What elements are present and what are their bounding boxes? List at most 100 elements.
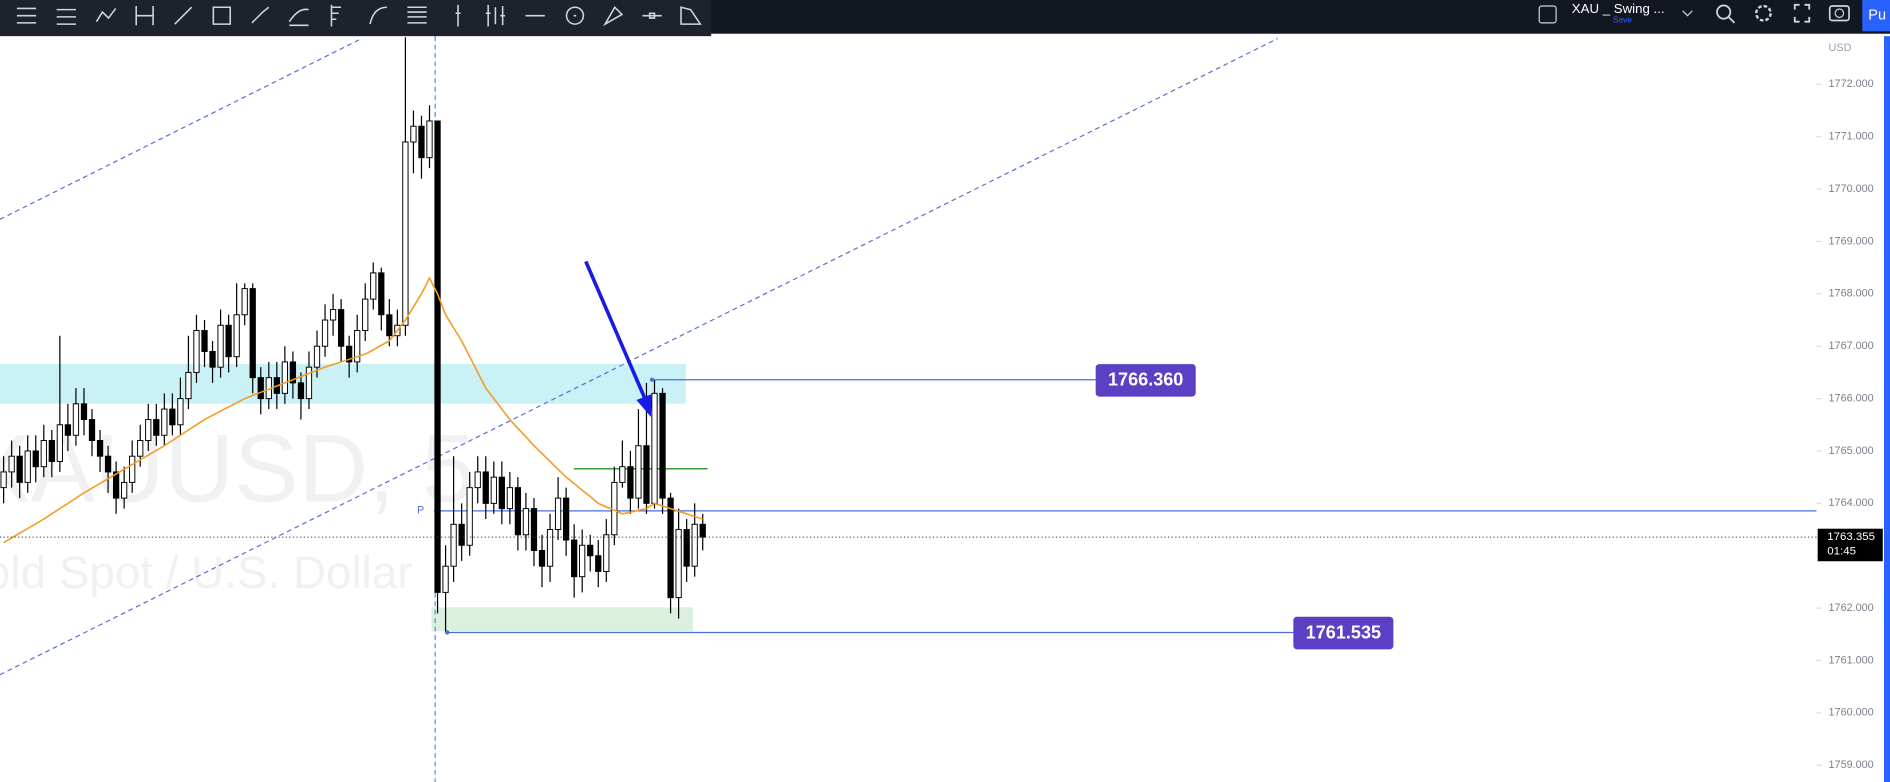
tool-icon[interactable] <box>16 7 37 24</box>
y-tick-label: 1767.000 <box>1829 340 1874 352</box>
candle-body <box>129 455 136 483</box>
candle-body <box>667 497 674 599</box>
tool-icon[interactable] <box>330 4 342 27</box>
settings-icon[interactable] <box>1755 4 1772 22</box>
candle-body <box>104 455 112 473</box>
candle-body <box>603 534 610 572</box>
candle-body <box>683 529 690 567</box>
candle-body <box>619 466 626 483</box>
candle-body <box>562 497 570 541</box>
candle-body <box>0 471 7 489</box>
y-tick-label: 1772.000 <box>1829 78 1874 90</box>
candle-body <box>177 398 184 426</box>
candle-body <box>418 125 425 159</box>
tool-icon[interactable] <box>288 8 309 27</box>
y-tick-label: 1765.000 <box>1829 445 1874 457</box>
fullscreen-icon[interactable] <box>1793 3 1811 23</box>
candle-body <box>571 539 578 578</box>
trend-line <box>0 38 1278 676</box>
candle-body <box>16 455 23 483</box>
candle-body <box>554 497 562 531</box>
screenshot-lens <box>1834 8 1845 19</box>
price-label: 1766.360 <box>1108 370 1183 390</box>
tool-icon[interactable] <box>455 4 461 27</box>
candle-body <box>434 120 441 593</box>
candle-body <box>410 125 417 143</box>
candle-body <box>153 419 160 436</box>
tool-icon[interactable] <box>680 6 702 25</box>
y-tick-label: 1762.000 <box>1829 602 1874 614</box>
price-label-box <box>1095 364 1196 397</box>
data-layer <box>0 37 706 633</box>
candle-body <box>32 450 39 468</box>
search-icon-handle <box>1727 16 1736 24</box>
layout-name[interactable]: XAU _ Swing ... <box>1572 1 1665 16</box>
drawing-toolbar <box>0 0 712 37</box>
publish-button[interactable] <box>1862 0 1890 32</box>
y-tick-label: 1759.000 <box>1829 759 1874 771</box>
candle-body <box>297 382 305 400</box>
watermark-symbol: XAUUSD, 5 <box>0 415 475 522</box>
candle-body <box>72 403 80 436</box>
save-status[interactable]: Save <box>1613 15 1633 25</box>
y-tick-label: 1770.000 <box>1829 183 1874 195</box>
candle-body <box>362 298 369 331</box>
candle-body <box>337 309 345 347</box>
candle-body <box>498 476 505 510</box>
candle-body <box>587 544 594 557</box>
price-label: 1761.535 <box>1306 622 1381 642</box>
tool-icon[interactable] <box>485 4 506 27</box>
publish-label[interactable]: Pu <box>1868 7 1886 23</box>
tool-icon[interactable] <box>251 6 270 24</box>
y-tick-label: 1768.000 <box>1829 288 1874 300</box>
tool-icon[interactable] <box>95 7 117 23</box>
candle-body <box>241 288 248 316</box>
candle-body <box>8 455 15 473</box>
tool-icon[interactable] <box>565 6 585 25</box>
tool-icon[interactable] <box>369 6 387 25</box>
candle-body <box>466 487 473 546</box>
tool-icon[interactable] <box>174 6 193 25</box>
candle-body <box>514 487 522 536</box>
candle-body <box>490 476 497 504</box>
candle-body <box>48 440 55 462</box>
tool-icon[interactable] <box>642 12 662 19</box>
candle-body <box>538 550 546 567</box>
candle-body <box>370 272 377 300</box>
candle-body <box>137 440 144 457</box>
candle-body <box>675 529 682 599</box>
y-tick-label: 1769.000 <box>1829 235 1874 247</box>
screenshot-icon[interactable] <box>1828 5 1850 22</box>
candle-body <box>643 445 650 504</box>
candle-body <box>426 120 433 159</box>
support-zone <box>431 607 694 632</box>
tool-icon[interactable] <box>602 5 624 27</box>
candle-body <box>354 330 361 363</box>
y-tick-label: 1764.000 <box>1829 497 1874 509</box>
dropdown-icon[interactable] <box>1682 10 1693 17</box>
tool-icon[interactable] <box>407 6 427 24</box>
y-tick-label: 1766.000 <box>1829 392 1874 404</box>
tool-icon[interactable] <box>212 6 232 25</box>
candle-body <box>225 324 232 358</box>
annotation-layer: 1766.360 1761.535 <box>0 260 1817 650</box>
candle-body <box>305 366 313 400</box>
candle-body <box>64 424 72 436</box>
tool-icon[interactable] <box>56 8 76 25</box>
candle-body <box>627 466 634 499</box>
candle-body <box>313 345 321 368</box>
candle-body <box>169 408 176 426</box>
candle-body <box>321 319 329 347</box>
tool-icon[interactable] <box>135 6 154 26</box>
price-label-box <box>1293 616 1394 650</box>
y-tick-label: 1771.000 <box>1829 131 1874 143</box>
candle-body <box>24 450 31 483</box>
layout-icon[interactable] <box>1538 5 1557 24</box>
y-tick-label: 1761.000 <box>1829 654 1874 666</box>
search-icon[interactable] <box>1716 4 1732 20</box>
candle-body <box>579 544 586 578</box>
resistance-zone <box>0 363 686 404</box>
candle-body <box>458 523 465 546</box>
